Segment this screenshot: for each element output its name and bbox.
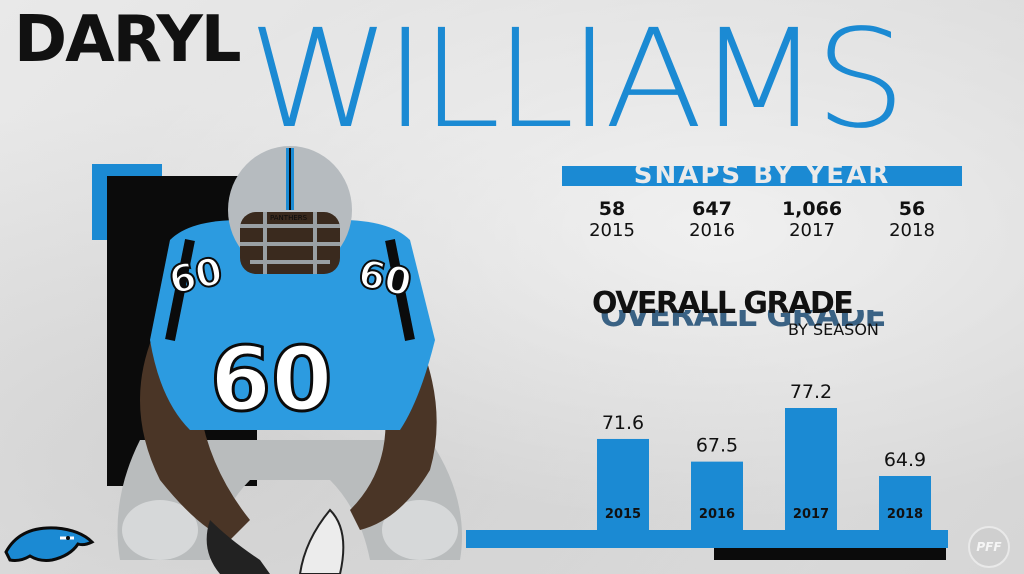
snap-year: 2016 (689, 220, 735, 241)
jersey-shoulder-number-right: 60 (355, 251, 416, 305)
snap-value: 1,066 (781, 198, 843, 220)
snaps-title: SNAPS BY YEAR (633, 166, 891, 186)
grade-value-label-2018: 64.9 (884, 449, 926, 471)
snap-value: 647 (692, 198, 732, 220)
snap-value: 58 (598, 198, 626, 220)
grade-year-label-2018: 2018 (887, 507, 923, 522)
snap-year: 2015 (589, 220, 635, 241)
jersey-chest-number: 60 (210, 328, 332, 431)
grade-bar-2016 (691, 461, 743, 530)
grade-bar-2017 (785, 408, 837, 530)
jersey-shoulder-number-left: 60 (165, 249, 226, 303)
helmet-text: PANTHERS (270, 214, 308, 222)
grade-bar-2018 (879, 476, 931, 530)
panthers-logo-icon (4, 526, 95, 562)
player-illustration: 60 60 60 PANTHERS (117, 146, 462, 574)
snap-item-2018: 56 2018 (862, 198, 962, 242)
player-right-glove (298, 508, 345, 574)
snap-item-2016: 647 2016 (662, 198, 762, 242)
snap-item-2015: 58 2015 (562, 198, 662, 242)
grade-title-shadow: OVERALL GRADE (600, 296, 886, 334)
grade-value-label-2016: 67.5 (696, 435, 738, 457)
snap-item-2017: 1,066 2017 (762, 198, 862, 242)
grade-value-label-2017: 77.2 (790, 381, 832, 403)
player-last-name: WILLIAMS (248, 1, 906, 159)
snap-year: 2018 (889, 220, 935, 241)
snap-value: 56 (898, 198, 926, 220)
player-left-glove (206, 520, 270, 574)
grade-year-label-2015: 2015 (605, 507, 641, 522)
grade-subtitle: BY SEASON (788, 320, 879, 339)
pff-logo: PFF (968, 526, 1010, 568)
player-jersey (150, 220, 435, 430)
grade-year-label-2016: 2016 (699, 507, 735, 522)
grade-bar-2015 (597, 438, 649, 530)
grade-title: OVERALL GRADE (592, 286, 854, 321)
chart-base-bar (466, 530, 948, 548)
grade-value-label-2015: 71.6 (602, 412, 644, 434)
grade-year-label-2017: 2017 (793, 507, 829, 522)
snaps-banner: SNAPS BY YEAR (562, 166, 962, 186)
snap-year: 2017 (789, 220, 835, 241)
player-first-name: DARYL (14, 3, 242, 77)
